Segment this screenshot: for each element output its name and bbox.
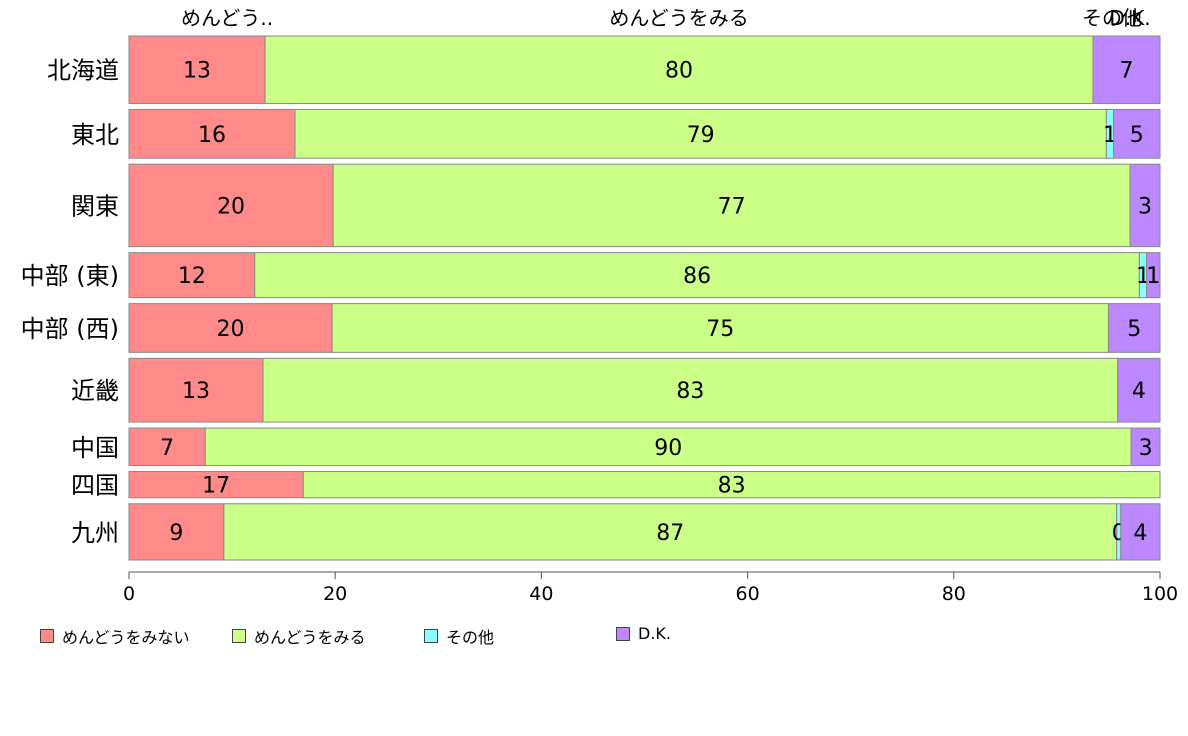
bar-segment xyxy=(128,35,266,104)
category-label: 中部 (西) xyxy=(21,315,119,343)
bar-segment xyxy=(332,163,1131,248)
top-series-label: D.K. xyxy=(1109,6,1150,30)
top-series-label: その他 xyxy=(1082,6,1142,30)
bar-segment xyxy=(1129,163,1161,248)
data-label: 83 xyxy=(676,379,704,404)
bar-segment xyxy=(128,252,256,299)
category-label: 四国 xyxy=(71,472,119,500)
legend-label: その他 xyxy=(446,628,495,647)
data-label: 16 xyxy=(198,123,226,148)
data-label: 20 xyxy=(217,194,245,219)
legend-label: D.K. xyxy=(638,624,671,643)
bar-segment xyxy=(1107,303,1161,353)
data-label: 87 xyxy=(656,521,684,546)
bar-segment xyxy=(264,35,1094,104)
data-label: 1 xyxy=(1146,264,1160,289)
bar-segment xyxy=(1117,357,1161,423)
bar-segment xyxy=(331,303,1109,353)
data-label: 7 xyxy=(1119,59,1133,84)
bar-segment xyxy=(1130,427,1161,467)
x-tick-label: 100 xyxy=(1142,583,1178,605)
category-label: 九州 xyxy=(71,519,119,547)
data-label: 86 xyxy=(683,264,711,289)
data-label: 13 xyxy=(182,379,210,404)
data-label: 80 xyxy=(665,59,693,84)
bar-segment xyxy=(1092,35,1161,104)
bar-segment xyxy=(302,471,1161,499)
data-label: 90 xyxy=(654,436,682,461)
bar-segment xyxy=(128,427,206,467)
data-label: 75 xyxy=(706,317,734,342)
data-label: 13 xyxy=(183,59,211,84)
category-label: 北海道 xyxy=(47,57,119,85)
category-label: 中国 xyxy=(71,434,119,462)
legend-label: めんどうをみる xyxy=(254,628,366,647)
bar-segment xyxy=(128,163,334,248)
data-label: 12 xyxy=(178,264,206,289)
bar-segment xyxy=(128,108,296,159)
category-label: 近畿 xyxy=(71,377,119,405)
x-tick-label: 0 xyxy=(123,583,135,605)
bar-segment xyxy=(1146,252,1161,299)
data-label: 83 xyxy=(718,474,746,499)
data-label: 4 xyxy=(1132,379,1146,404)
data-label: 5 xyxy=(1130,123,1144,148)
legend-item-menndou-miru: めんどうをみる xyxy=(232,624,366,648)
category-label: 関東 xyxy=(71,192,119,220)
data-label: 17 xyxy=(202,474,230,499)
category-label: 東北 xyxy=(71,121,119,149)
x-tick-label: 40 xyxy=(529,583,553,605)
legend-item-menndou-minai: めんどうをみない xyxy=(40,624,190,648)
legend: めんどうをみない めんどうをみる その他 D.K. xyxy=(40,624,1160,648)
category-label: 中部 (東) xyxy=(21,262,119,290)
data-label: 3 xyxy=(1139,436,1153,461)
data-label: 4 xyxy=(1133,521,1147,546)
bar-segment xyxy=(204,427,1132,467)
data-label: 3 xyxy=(1138,194,1152,219)
legend-item-dk: D.K. xyxy=(616,624,671,643)
data-label: 7 xyxy=(160,436,174,461)
x-tick-label: 80 xyxy=(942,583,966,605)
legend-swatch xyxy=(232,629,246,643)
data-label: 9 xyxy=(169,521,183,546)
bar-segment xyxy=(294,108,1107,159)
top-series-label: めんどう.. xyxy=(181,6,273,30)
data-label: 79 xyxy=(687,123,715,148)
x-tick-label: 60 xyxy=(736,583,760,605)
data-label: 20 xyxy=(217,317,245,342)
legend-swatch xyxy=(40,629,54,643)
bar-segment xyxy=(1120,503,1161,561)
bar-segment xyxy=(1113,108,1161,159)
bar-segment xyxy=(254,252,1140,299)
x-tick-label: 20 xyxy=(323,583,347,605)
bar-segment xyxy=(128,357,264,423)
legend-swatch xyxy=(616,626,630,641)
legend-label: めんどうをみない xyxy=(62,628,190,647)
legend-swatch xyxy=(424,629,438,643)
bar-segment xyxy=(262,357,1119,423)
top-series-label: めんどうをみる xyxy=(609,6,748,30)
data-label: 77 xyxy=(718,194,746,219)
data-label: 5 xyxy=(1127,317,1141,342)
legend-item-sonota: その他 xyxy=(424,624,494,648)
bar-segment xyxy=(223,503,1118,561)
bar-segment xyxy=(128,303,333,353)
bar-segment xyxy=(128,471,304,499)
